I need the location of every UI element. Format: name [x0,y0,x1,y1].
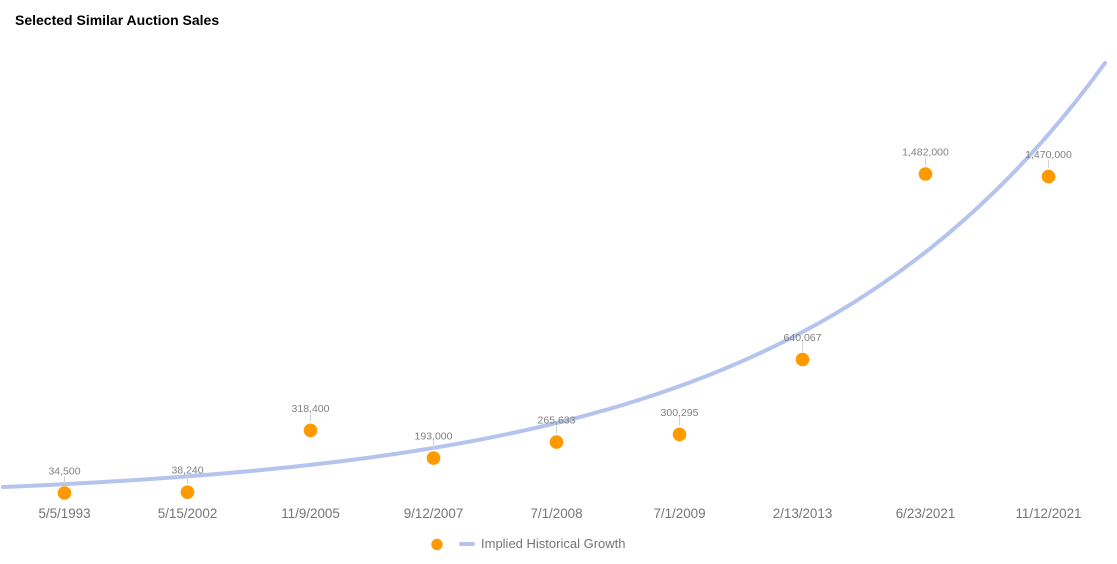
svg-text:11/9/2005: 11/9/2005 [281,506,340,521]
svg-text:318,400: 318,400 [292,403,330,415]
svg-text:Selected Similar Auction Sales: Selected Similar Auction Sales [15,12,219,28]
svg-text:5/15/2002: 5/15/2002 [158,506,218,521]
svg-text:1,482,000: 1,482,000 [902,147,949,159]
svg-text:Implied Historical Growth: Implied Historical Growth [481,536,626,551]
svg-text:34,500: 34,500 [48,466,80,478]
svg-text:9/12/2007: 9/12/2007 [404,506,464,521]
svg-text:193,000: 193,000 [415,431,453,443]
svg-text:1,470,000: 1,470,000 [1025,149,1072,161]
svg-text:2/13/2013: 2/13/2013 [773,506,833,521]
svg-text:640,067: 640,067 [784,332,822,344]
svg-text:11/12/2021: 11/12/2021 [1015,506,1081,521]
svg-text:7/1/2008: 7/1/2008 [530,506,582,521]
svg-text:38,240: 38,240 [171,465,203,477]
svg-text:7/1/2009: 7/1/2009 [653,506,705,521]
svg-text:5/5/1993: 5/5/1993 [38,506,90,521]
svg-text:6/23/2021: 6/23/2021 [896,506,956,521]
svg-text:300,295: 300,295 [661,407,699,419]
svg-text:265,633: 265,633 [538,415,576,427]
